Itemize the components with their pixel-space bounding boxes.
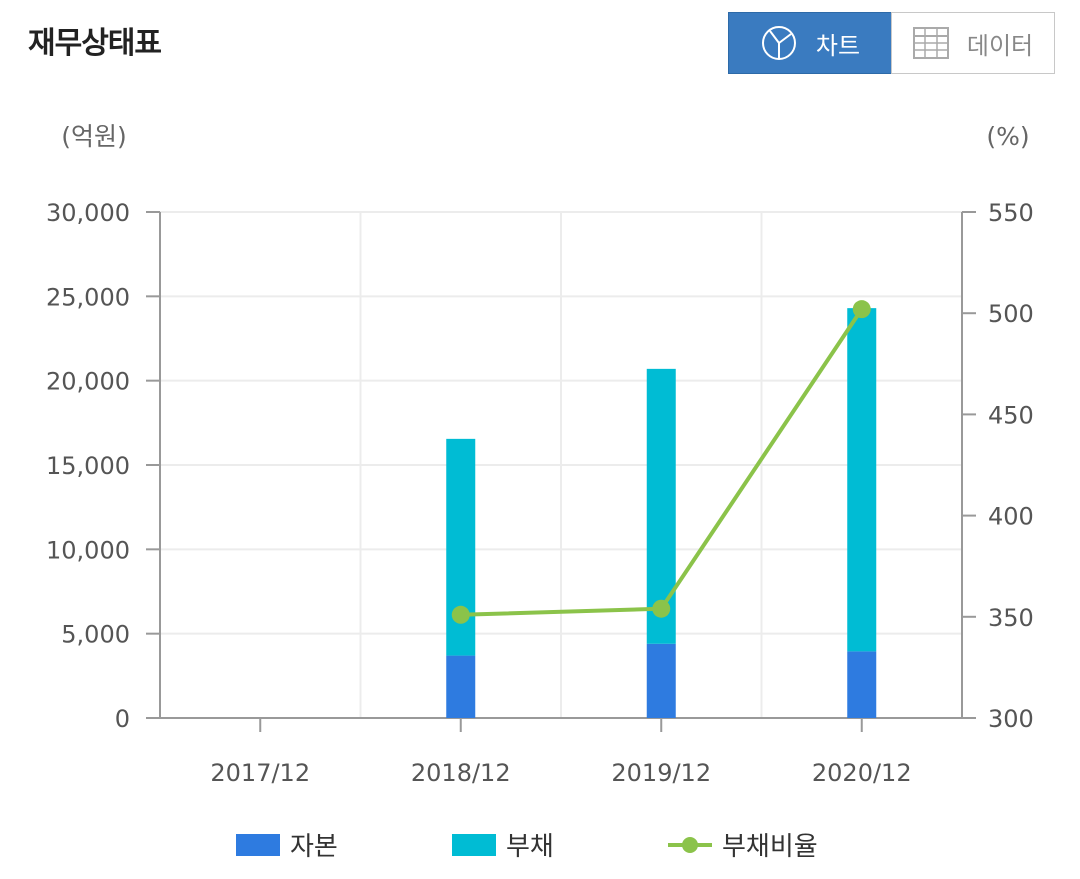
bar-equity (646, 643, 676, 718)
chart-legend: 자본 부채 부채비율 (0, 826, 1080, 870)
left-tick-label: 25,000 (46, 283, 130, 311)
right-tick-label: 350 (988, 604, 1034, 632)
right-axis-unit: (%) (986, 122, 1029, 151)
legend-label-equity: 자본 (290, 832, 338, 862)
left-tick-label: 10,000 (46, 536, 130, 564)
point-debt-ratio (451, 605, 470, 624)
legend-swatch-liabilities (452, 833, 496, 856)
legend-item-equity[interactable]: 자본 (236, 826, 338, 863)
chart-view-button[interactable]: 차트 (728, 12, 892, 74)
left-tick-label: 30,000 (46, 199, 130, 227)
legend-swatch-debt-ratio (668, 836, 712, 853)
right-tick-label: 450 (988, 401, 1034, 429)
point-debt-ratio (652, 599, 671, 618)
data-view-label: 데이터 (966, 31, 1034, 60)
legend-swatch-equity (236, 833, 280, 856)
right-tick-label: 400 (988, 503, 1034, 531)
left-axis-unit: (억원) (61, 122, 127, 151)
legend-label-debt-ratio: 부채비율 (722, 832, 818, 862)
chart-view-label: 차트 (815, 31, 861, 60)
data-view-button[interactable]: 데이터 (891, 12, 1055, 74)
bar-equity (847, 651, 877, 718)
financial-chart: 0 5,000 10,000 15,000 20,000 25,000 30,000 300 3… (46, 122, 1034, 787)
left-tick-label: 20,000 (46, 368, 130, 396)
x-tick-label: 2017/12 (210, 759, 310, 787)
right-tick-label: 500 (988, 300, 1034, 328)
bar-liabilities (646, 368, 676, 644)
bar-liabilities (847, 308, 877, 652)
page-title: 재무상태표 (28, 26, 162, 61)
right-tick-label: 300 (988, 705, 1034, 733)
left-tick-label: 0 (115, 705, 130, 733)
table-icon (912, 27, 949, 59)
x-tick-label: 2020/12 (812, 759, 912, 787)
point-debt-ratio (852, 300, 871, 319)
left-tick-label: 15,000 (46, 452, 130, 480)
view-toggle: 차트 데이터 (728, 12, 1055, 74)
right-tick-label: 550 (988, 199, 1034, 227)
x-tick-label: 2018/12 (411, 759, 511, 787)
legend-item-debt-ratio[interactable]: 부채비율 (668, 826, 818, 863)
legend-item-liabilities[interactable]: 부채 (452, 826, 554, 863)
pie-chart-icon (761, 26, 796, 60)
left-tick-label: 5,000 (61, 621, 130, 649)
x-tick-label: 2019/12 (611, 759, 711, 787)
legend-label-liabilities: 부채 (506, 832, 554, 862)
bar-equity (446, 655, 476, 718)
